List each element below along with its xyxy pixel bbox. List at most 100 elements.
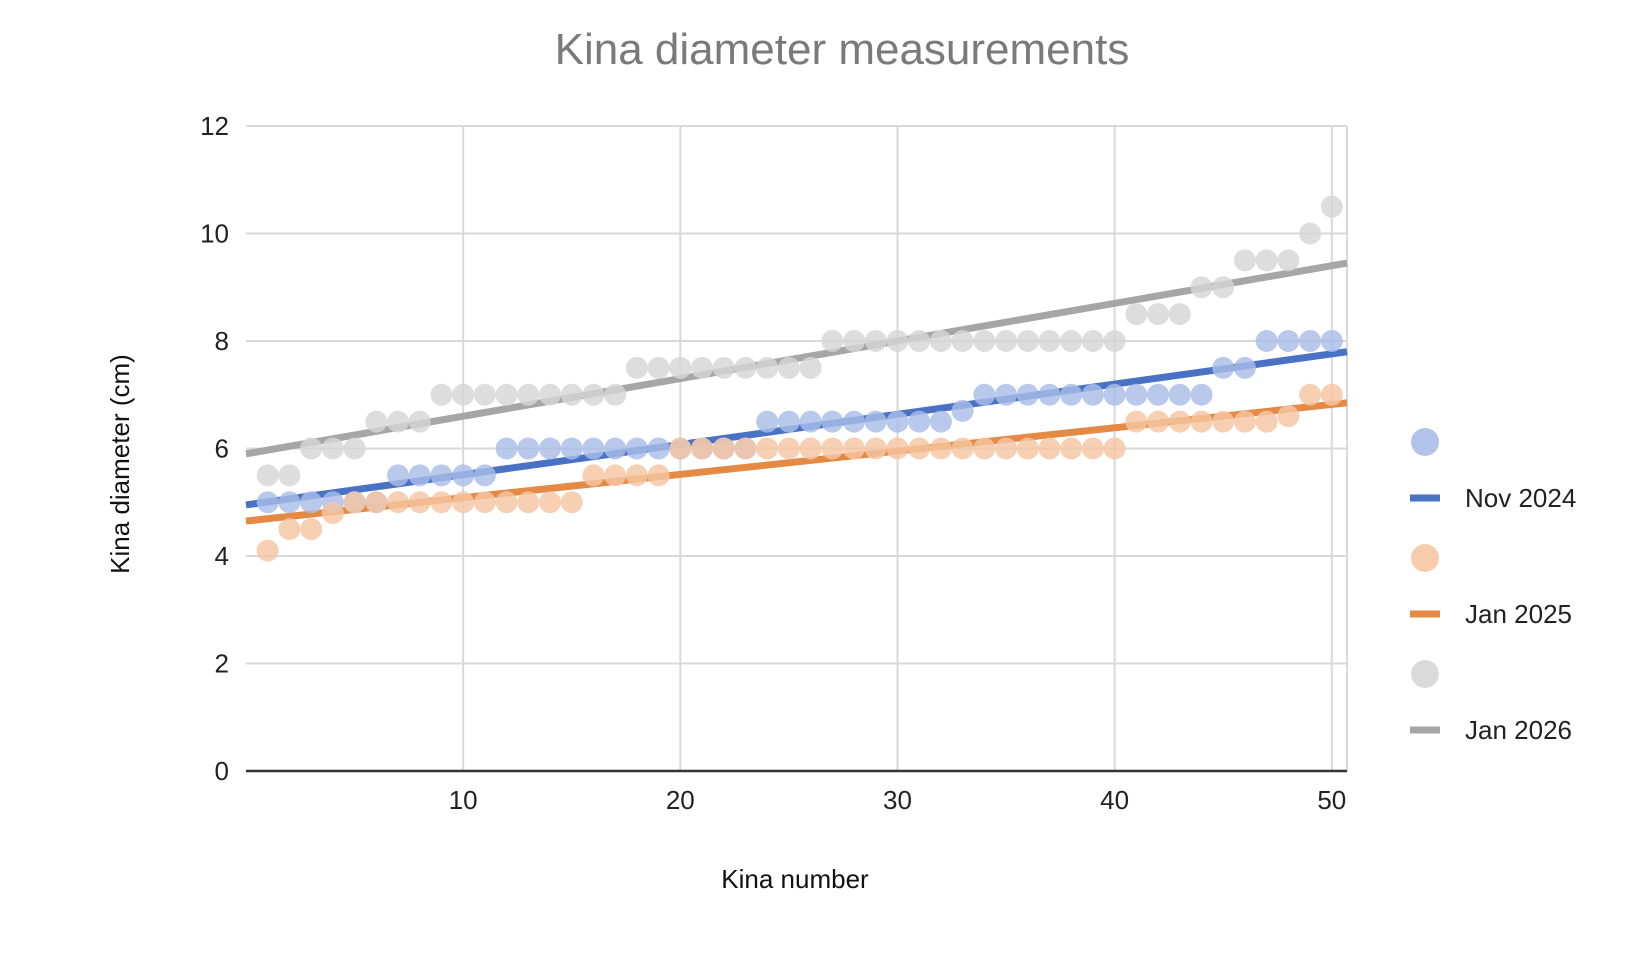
point-jan-2026 xyxy=(821,330,844,352)
point-jan-2025 xyxy=(1320,383,1343,406)
point-jan-2026 xyxy=(1081,330,1104,352)
point-jan-2026 xyxy=(1255,249,1278,272)
point-jan-2026 xyxy=(691,356,714,379)
point-jan-2026 xyxy=(300,437,323,460)
point-nov-2024 xyxy=(517,437,540,460)
point-jan-2026 xyxy=(995,330,1018,352)
point-jan-2025 xyxy=(387,491,410,514)
point-jan-2026 xyxy=(365,410,388,433)
point-jan-2025 xyxy=(799,437,822,460)
point-jan-2026 xyxy=(908,330,931,352)
point-jan-2025 xyxy=(1299,383,1322,406)
point-jan-2026 xyxy=(278,464,301,487)
point-nov-2024 xyxy=(1299,330,1322,352)
point-jan-2025 xyxy=(1038,437,1061,460)
point-nov-2024 xyxy=(625,437,648,460)
point-jan-2026 xyxy=(1016,330,1039,352)
point-jan-2026 xyxy=(560,383,583,406)
point-jan-2026 xyxy=(799,356,822,379)
point-jan-2025 xyxy=(908,437,931,460)
point-jan-2026 xyxy=(1320,195,1343,218)
point-nov-2024 xyxy=(387,464,410,487)
point-jan-2026 xyxy=(1103,330,1126,352)
x-tick-label: 30 xyxy=(883,785,912,815)
point-jan-2026 xyxy=(343,437,366,460)
point-jan-2025 xyxy=(1190,410,1213,433)
point-jan-2025 xyxy=(1277,405,1300,428)
y-tick-label: 6 xyxy=(215,434,229,464)
y-tick-label: 4 xyxy=(215,541,229,571)
point-jan-2025 xyxy=(1060,437,1083,460)
point-jan-2025 xyxy=(256,539,279,562)
point-nov-2024 xyxy=(647,437,670,460)
point-jan-2026 xyxy=(1125,303,1148,326)
point-jan-2025 xyxy=(495,491,518,514)
point-nov-2024 xyxy=(473,464,496,487)
legend-label-jan-2026: Jan 2026 xyxy=(1465,715,1572,745)
y-tick-label: 0 xyxy=(215,756,229,786)
point-jan-2025 xyxy=(647,464,670,487)
point-nov-2024 xyxy=(539,437,562,460)
point-jan-2026 xyxy=(864,330,887,352)
point-jan-2025 xyxy=(929,437,952,460)
point-nov-2024 xyxy=(1212,356,1235,379)
point-jan-2025 xyxy=(691,437,714,460)
point-jan-2025 xyxy=(864,437,887,460)
point-nov-2024 xyxy=(1320,330,1343,352)
point-jan-2025 xyxy=(539,491,562,514)
point-jan-2025 xyxy=(712,437,735,460)
point-jan-2025 xyxy=(756,437,779,460)
x-axis-title: Kina number xyxy=(721,864,869,894)
point-jan-2026 xyxy=(1190,276,1213,299)
point-jan-2025 xyxy=(734,437,757,460)
point-jan-2025 xyxy=(560,491,583,514)
point-jan-2026 xyxy=(777,356,800,379)
point-jan-2025 xyxy=(321,502,344,524)
point-nov-2024 xyxy=(560,437,583,460)
point-nov-2024 xyxy=(495,437,518,460)
point-jan-2025 xyxy=(973,437,996,460)
point-jan-2026 xyxy=(256,464,279,487)
point-jan-2025 xyxy=(625,464,648,487)
point-jan-2026 xyxy=(539,383,562,406)
point-jan-2026 xyxy=(712,356,735,379)
point-jan-2026 xyxy=(1212,276,1235,299)
x-tick-label: 40 xyxy=(1100,785,1129,815)
y-tick-label: 2 xyxy=(215,649,229,679)
point-jan-2026 xyxy=(625,356,648,379)
legend-label-jan-2025: Jan 2025 xyxy=(1465,599,1572,629)
point-jan-2025 xyxy=(278,518,301,541)
point-jan-2025 xyxy=(1255,410,1278,433)
point-nov-2024 xyxy=(1081,383,1104,406)
point-jan-2025 xyxy=(365,491,388,514)
point-jan-2025 xyxy=(582,464,605,487)
point-nov-2024 xyxy=(777,410,800,433)
point-jan-2025 xyxy=(1233,410,1256,433)
point-jan-2025 xyxy=(300,518,323,541)
x-tick-label: 10 xyxy=(449,785,478,815)
point-nov-2024 xyxy=(1103,383,1126,406)
point-jan-2025 xyxy=(430,491,453,514)
point-nov-2024 xyxy=(1190,383,1213,406)
point-jan-2025 xyxy=(1103,437,1126,460)
point-jan-2026 xyxy=(1038,330,1061,352)
point-nov-2024 xyxy=(843,410,866,433)
point-jan-2026 xyxy=(604,383,627,406)
point-nov-2024 xyxy=(582,437,605,460)
point-nov-2024 xyxy=(1255,330,1278,352)
point-nov-2024 xyxy=(408,464,431,487)
point-jan-2026 xyxy=(430,383,453,406)
point-jan-2025 xyxy=(995,437,1018,460)
point-jan-2026 xyxy=(1147,303,1170,326)
legend: Nov 2024 Jan 2025 Jan 2026 xyxy=(1410,428,1576,745)
data-points xyxy=(256,195,1343,562)
point-nov-2024 xyxy=(604,437,627,460)
point-jan-2025 xyxy=(951,437,974,460)
legend-point-jan-2025 xyxy=(1411,544,1439,572)
point-nov-2024 xyxy=(278,491,301,514)
point-nov-2024 xyxy=(1168,383,1191,406)
point-jan-2026 xyxy=(929,330,952,352)
point-jan-2025 xyxy=(1016,437,1039,460)
point-jan-2025 xyxy=(517,491,540,514)
point-nov-2024 xyxy=(821,410,844,433)
